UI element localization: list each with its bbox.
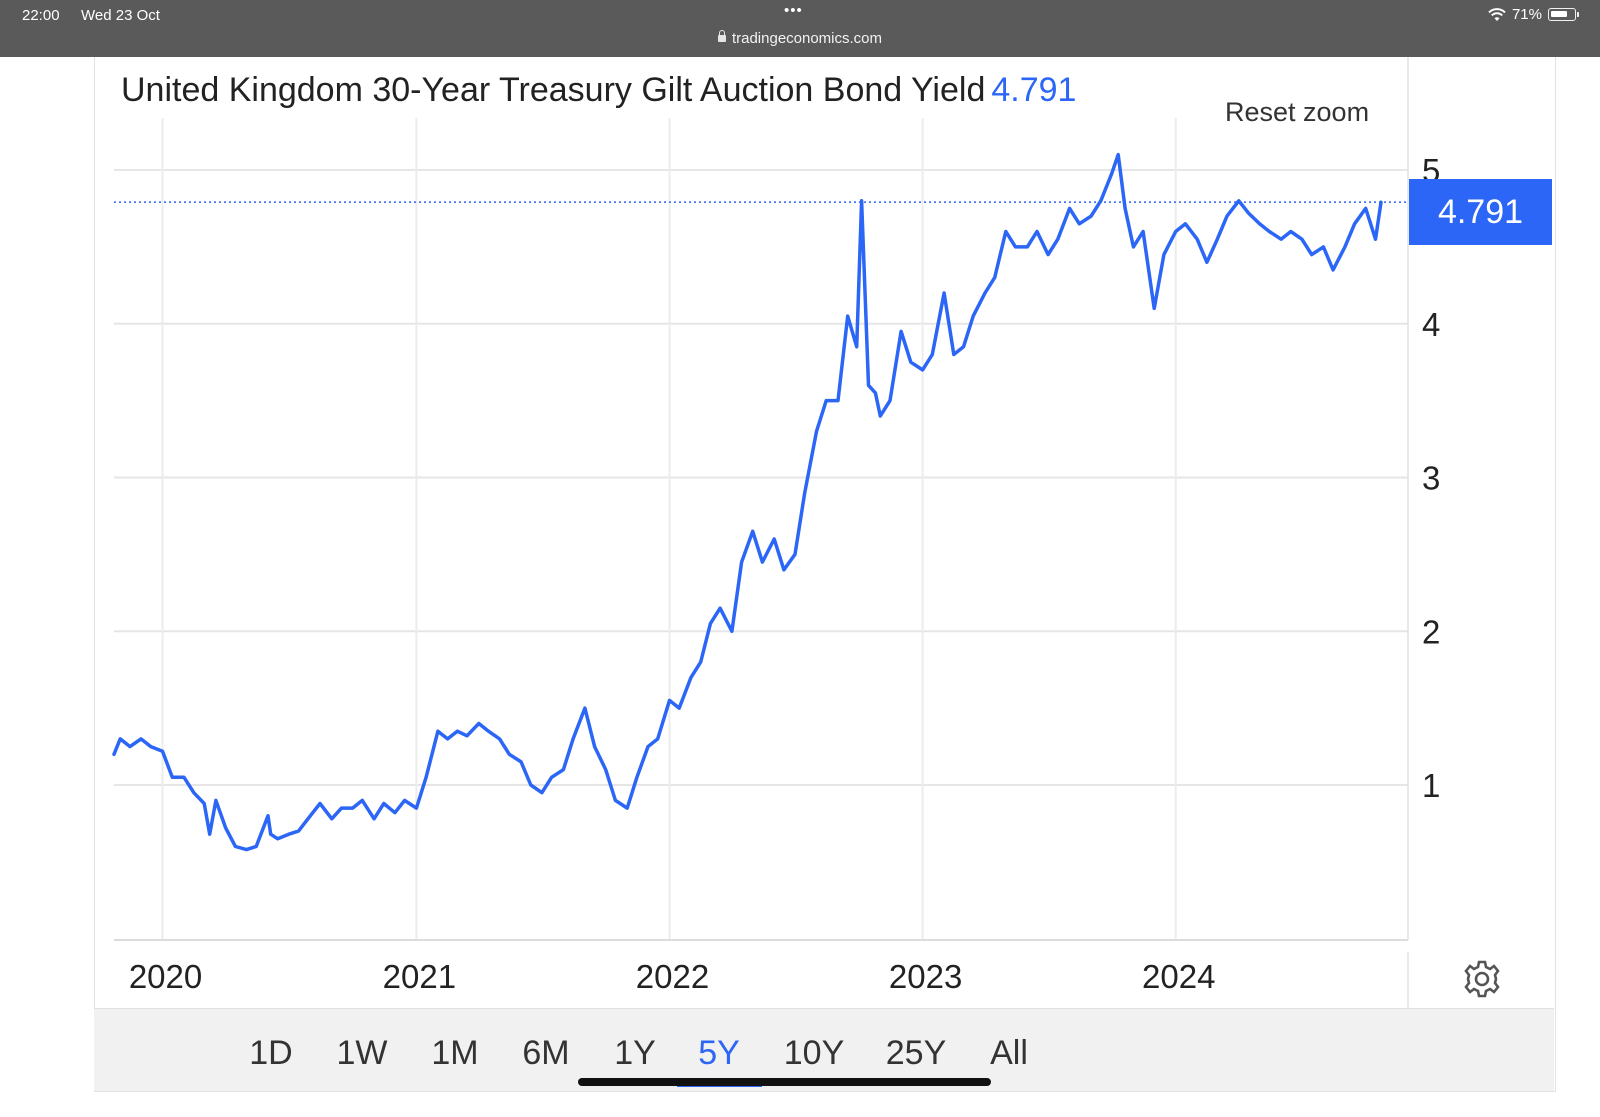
reset-zoom-button[interactable]: Reset zoom [1225, 97, 1370, 127]
chart-title: United Kingdom 30-Year Treasury Gilt Auc… [121, 71, 1076, 110]
y-tick-label: 1 [1422, 767, 1440, 804]
more-dots-icon[interactable]: ••• [784, 2, 803, 19]
grid-layer [114, 118, 1408, 940]
y-tick-label: 3 [1422, 460, 1440, 497]
range-selector [94, 1008, 1554, 1091]
lock-icon [717, 30, 726, 42]
battery-icon [1548, 8, 1579, 21]
x-tick-label: 2024 [1142, 958, 1215, 995]
address-bar[interactable]: tradingeconomics.com [0, 30, 1600, 47]
x-tick-label: 2022 [636, 958, 709, 995]
range-button-all[interactable]: All [990, 1034, 1028, 1072]
url-text: tradingeconomics.com [731, 30, 883, 47]
wifi-icon [1488, 7, 1506, 21]
y-tick-label: 4 [1422, 306, 1440, 343]
range-button-25y[interactable]: 25Y [885, 1034, 947, 1072]
status-bar: 22:00 Wed 23 Oct ••• tradingeconomics.co… [0, 0, 1600, 57]
x-tick-label: 2023 [889, 958, 962, 995]
range-button-1m[interactable]: 1M [431, 1034, 479, 1072]
series-layer [112, 152, 1408, 852]
range-button-1w[interactable]: 1W [336, 1034, 388, 1072]
status-indicators: 71% [1488, 6, 1579, 23]
gear-icon[interactable] [1461, 958, 1503, 1000]
chart-card [94, 57, 1556, 1092]
y-tick-label: 2 [1422, 613, 1440, 650]
range-button-5y[interactable]: 5Y [698, 1034, 740, 1072]
range-button-6m[interactable]: 6M [522, 1034, 570, 1072]
last-value-badge: 4.791 [1409, 179, 1552, 245]
status-time: 22:00 [22, 7, 60, 24]
x-tick-label: 2020 [129, 958, 202, 995]
range-button-1y[interactable]: 1Y [614, 1034, 656, 1072]
series-line[interactable] [112, 152, 1383, 852]
status-date: Wed 23 Oct [81, 7, 160, 24]
chart-title-last-value: 4.791 [991, 71, 1077, 109]
range-button-1d[interactable]: 1D [249, 1034, 293, 1072]
x-tick-label: 2021 [383, 958, 456, 995]
range-button-10y[interactable]: 10Y [783, 1034, 845, 1072]
home-indicator[interactable] [578, 1078, 991, 1086]
battery-percent: 71% [1511, 6, 1542, 23]
chart-title-text: United Kingdom 30-Year Treasury Gilt Auc… [121, 71, 986, 109]
